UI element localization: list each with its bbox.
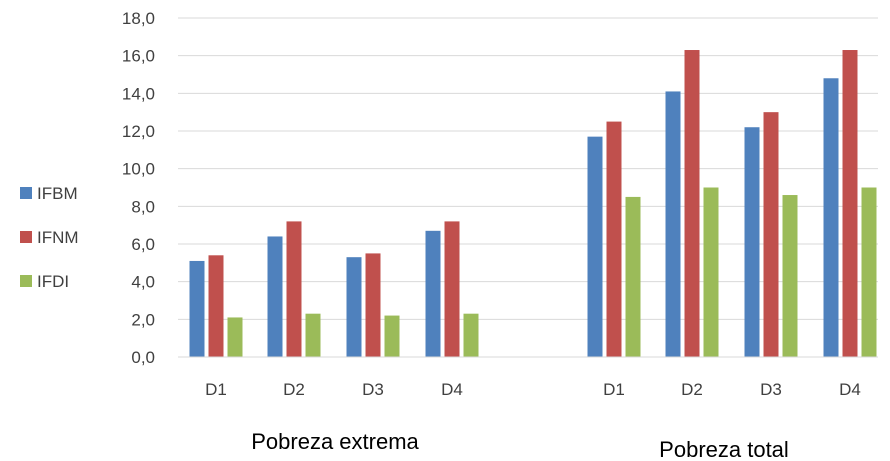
bar-ifbm-7 [744, 127, 760, 357]
bar-ifbm-4 [425, 230, 441, 357]
x-category-label: D4 [441, 380, 463, 399]
bar-ifdi-5 [625, 196, 641, 357]
x-category-label: D1 [603, 380, 625, 399]
bar-ifbm-3 [346, 257, 362, 357]
legend-label-ifnm: IFNM [37, 228, 79, 247]
bar-ifnm-8 [842, 50, 858, 358]
bar-ifdi-2 [305, 313, 321, 357]
bar-ifbm-2 [267, 236, 283, 357]
x-category-label: D3 [362, 380, 384, 399]
group-label: Pobreza total [659, 437, 789, 461]
bar-ifnm-1 [208, 255, 224, 357]
legend: IFBM IFNM IFDI [20, 184, 79, 291]
bar-ifnm-4 [444, 221, 460, 357]
x-category-label: D1 [205, 380, 227, 399]
legend-swatch-ifnm [20, 231, 32, 243]
x-axis-categories: D1 D2 D3 D4 D1 D2 D3 D4 [205, 380, 861, 399]
group-label: Pobreza extrema [251, 429, 419, 454]
y-tick-label: 14,0 [122, 84, 155, 103]
bar-ifnm-2 [286, 221, 302, 357]
bar-ifnm-5 [606, 121, 622, 357]
x-category-label: D2 [283, 380, 305, 399]
y-axis-ticks: 0,0 2,0 4,0 6,0 8,0 10,0 12,0 14,0 16,0 18,0 [122, 9, 155, 367]
y-tick-label: 0,0 [131, 348, 155, 367]
bars [189, 50, 877, 358]
bar-ifbm-6 [665, 91, 681, 357]
bar-ifbm-5 [587, 136, 603, 357]
bar-ifnm-6 [684, 50, 700, 358]
bar-ifnm-7 [763, 112, 779, 358]
bar-ifdi-4 [463, 313, 479, 357]
bar-ifdi-1 [227, 317, 243, 357]
legend-label-ifdi: IFDI [37, 272, 69, 291]
x-category-label: D3 [760, 380, 782, 399]
y-tick-label: 18,0 [122, 9, 155, 28]
y-tick-label: 6,0 [131, 235, 155, 254]
bar-ifnm-3 [365, 253, 381, 357]
y-tick-label: 8,0 [131, 197, 155, 216]
bar-ifbm-8 [823, 78, 839, 358]
legend-swatch-ifbm [20, 187, 32, 199]
x-category-label: D4 [839, 380, 861, 399]
x-category-label: D2 [681, 380, 703, 399]
y-tick-label: 10,0 [122, 160, 155, 179]
bar-ifbm-1 [189, 260, 205, 357]
bar-ifdi-6 [703, 187, 719, 357]
bar-ifdi-3 [384, 315, 400, 357]
bar-ifdi-7 [782, 195, 798, 357]
y-tick-label: 12,0 [122, 122, 155, 141]
y-tick-label: 4,0 [131, 273, 155, 292]
group-labels: Pobreza extrema Pobreza total [251, 429, 789, 461]
legend-label-ifbm: IFBM [37, 184, 78, 203]
legend-swatch-ifdi [20, 275, 32, 287]
y-tick-label: 2,0 [131, 310, 155, 329]
y-tick-label: 16,0 [122, 47, 155, 66]
bar-ifdi-8 [861, 187, 877, 357]
